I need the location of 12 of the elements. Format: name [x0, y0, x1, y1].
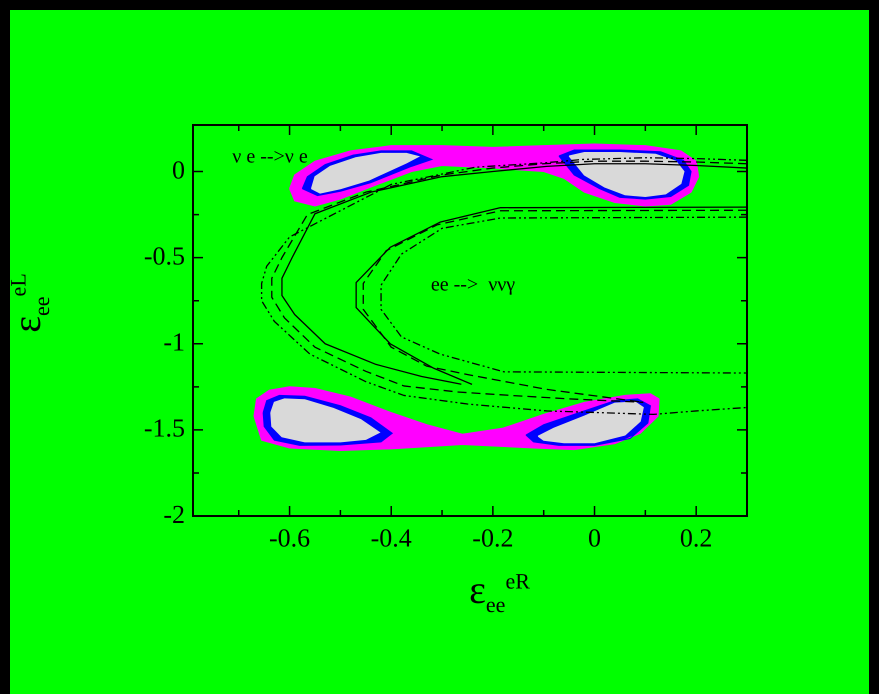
x-tick-label: 0.2 — [680, 523, 712, 552]
y-tick-label: -1.5 — [144, 414, 185, 443]
annotation: ee --> ννγ — [430, 273, 516, 296]
x-tick-label: -0.6 — [268, 523, 310, 552]
y-tick-label: -2 — [163, 500, 185, 529]
x-tick-label: -0.2 — [472, 523, 514, 552]
x-tick-label: 0 — [588, 523, 602, 552]
x-tick-label: -0.4 — [370, 523, 412, 552]
y-tick-label: -0.5 — [144, 241, 185, 270]
y-tick-label: 0 — [172, 155, 185, 184]
y-tick-label: -1 — [163, 328, 185, 357]
annotation: ν e -->ν e — [232, 145, 308, 168]
